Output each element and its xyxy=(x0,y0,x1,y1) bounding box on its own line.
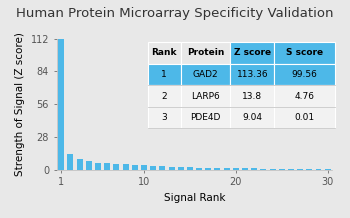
Bar xyxy=(315,169,322,170)
Bar xyxy=(113,164,119,170)
Bar xyxy=(242,168,248,170)
Bar xyxy=(181,85,230,107)
Text: GAD2: GAD2 xyxy=(193,70,218,79)
Bar xyxy=(148,63,181,85)
Bar xyxy=(181,107,230,128)
Text: 9.04: 9.04 xyxy=(242,113,262,122)
Bar xyxy=(224,168,230,170)
Text: PDE4D: PDE4D xyxy=(190,113,221,122)
Bar xyxy=(181,63,230,85)
Bar xyxy=(178,167,184,170)
Bar xyxy=(58,39,64,170)
Text: Rank: Rank xyxy=(152,48,177,57)
Bar xyxy=(233,168,239,170)
Bar xyxy=(230,63,274,85)
Bar xyxy=(230,107,274,128)
Bar xyxy=(205,168,211,170)
Bar xyxy=(150,166,156,170)
Bar xyxy=(274,63,335,85)
Bar xyxy=(274,85,335,107)
Bar xyxy=(215,168,220,170)
Bar xyxy=(148,107,181,128)
Bar xyxy=(251,168,257,170)
Bar xyxy=(196,168,202,170)
Bar xyxy=(181,42,230,63)
Bar xyxy=(270,169,275,170)
Y-axis label: Strength of Signal (Z score): Strength of Signal (Z score) xyxy=(15,32,25,176)
Text: Protein: Protein xyxy=(187,48,224,57)
Text: Z score: Z score xyxy=(234,48,271,57)
Bar xyxy=(132,165,138,170)
Bar xyxy=(274,107,335,128)
Text: 0.01: 0.01 xyxy=(295,113,315,122)
Bar xyxy=(159,166,165,170)
Text: 4.76: 4.76 xyxy=(295,92,315,100)
Bar xyxy=(230,85,274,107)
Bar xyxy=(122,164,128,170)
Text: 3: 3 xyxy=(161,113,167,122)
Bar xyxy=(148,85,181,107)
Text: S score: S score xyxy=(286,48,323,57)
Bar xyxy=(148,42,181,63)
Text: 99.56: 99.56 xyxy=(292,70,318,79)
Text: 1: 1 xyxy=(161,70,167,79)
Bar xyxy=(325,169,331,170)
Bar xyxy=(169,167,175,170)
Text: 13.8: 13.8 xyxy=(242,92,262,100)
Text: LARP6: LARP6 xyxy=(191,92,220,100)
Bar xyxy=(288,169,294,170)
Bar xyxy=(77,159,83,170)
Bar xyxy=(141,165,147,170)
Bar xyxy=(95,163,101,170)
Bar xyxy=(104,163,110,170)
Bar xyxy=(306,169,312,170)
Bar xyxy=(68,154,74,170)
Bar xyxy=(230,42,274,63)
Text: 2: 2 xyxy=(161,92,167,100)
Bar xyxy=(274,42,335,63)
Bar xyxy=(279,169,285,170)
Text: 113.36: 113.36 xyxy=(237,70,268,79)
Bar xyxy=(297,169,303,170)
Text: Human Protein Microarray Specificity Validation: Human Protein Microarray Specificity Val… xyxy=(16,7,334,20)
Bar xyxy=(260,169,266,170)
Bar xyxy=(187,167,193,170)
Bar xyxy=(86,161,92,170)
X-axis label: Signal Rank: Signal Rank xyxy=(164,193,225,203)
